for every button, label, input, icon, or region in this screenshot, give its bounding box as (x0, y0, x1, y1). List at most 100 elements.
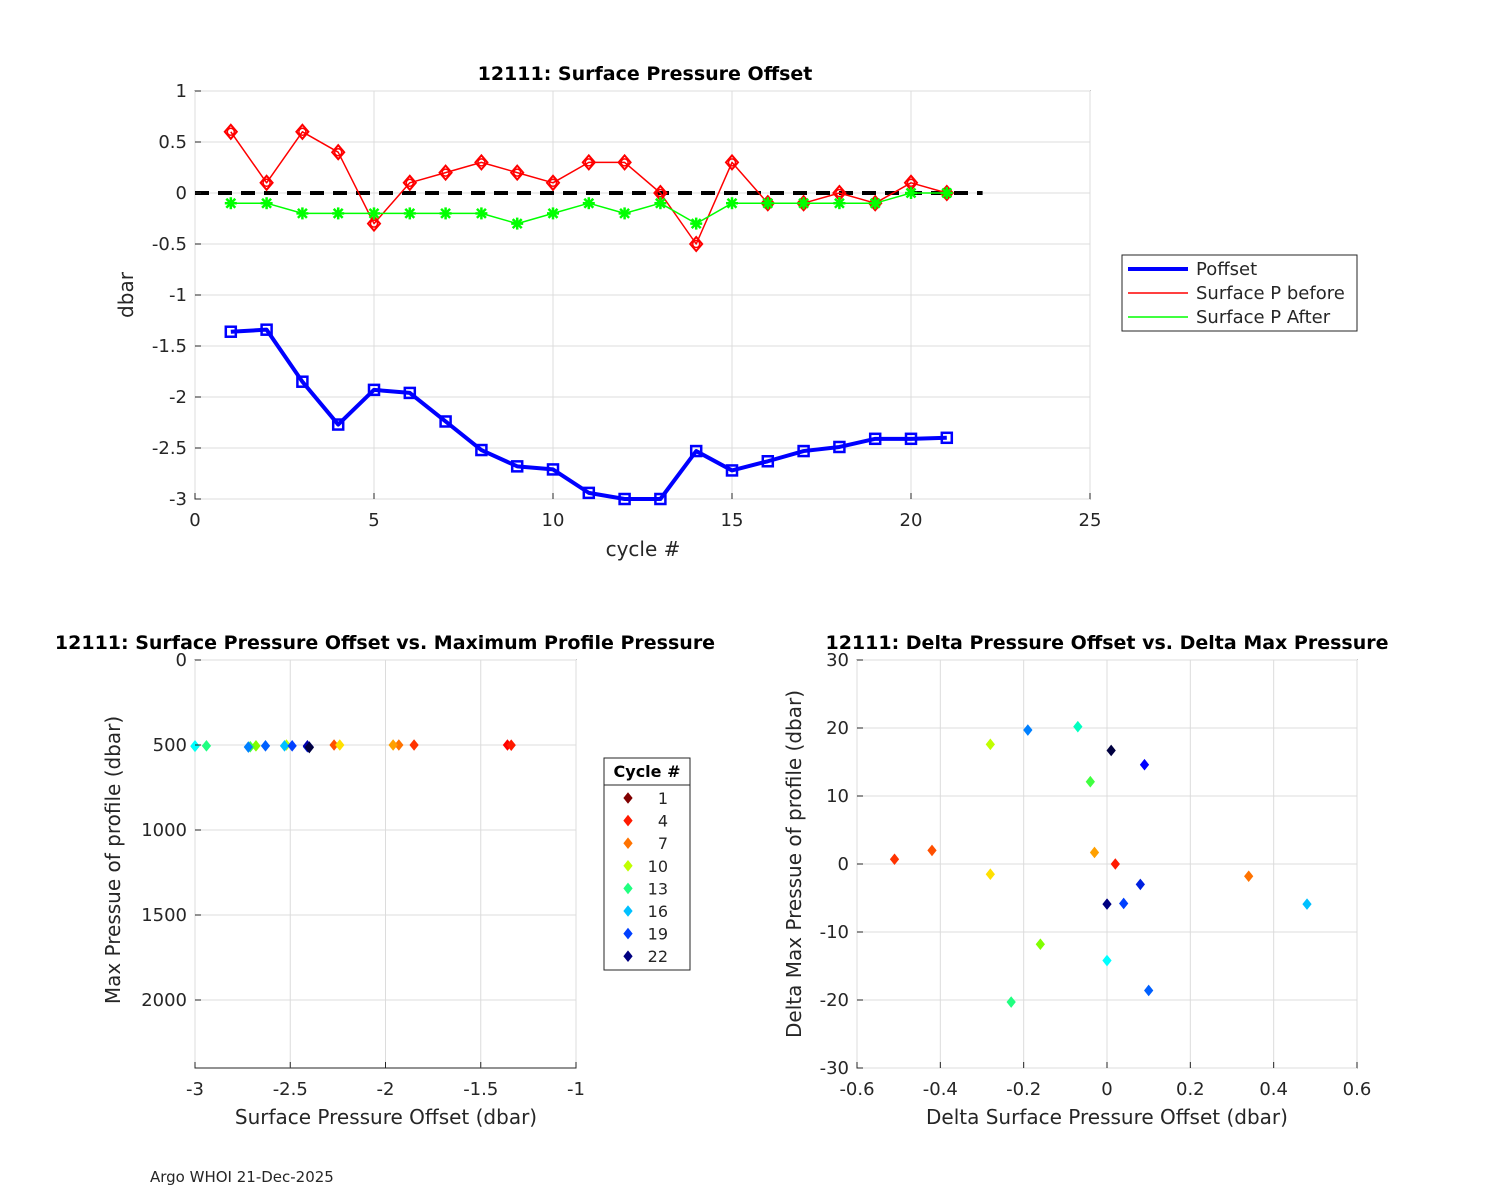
x-tick-label: -1.5 (463, 1079, 498, 1100)
star-stroke (905, 187, 917, 199)
surface-p-before-marker (509, 164, 525, 182)
poffset-marker (761, 455, 775, 468)
scatter-point (1119, 897, 1129, 910)
poffset-marker (260, 323, 273, 336)
chart1-ylabel: dbar (114, 271, 138, 318)
legend-label-cycle-4: 4 (658, 812, 668, 831)
surface-p-before-marker-inner (262, 178, 271, 188)
poffset-marker (331, 418, 345, 431)
y-tick-label: -10 (820, 922, 849, 943)
x-tick-label: 5 (368, 510, 379, 531)
y-tick-label: -2 (169, 387, 187, 408)
x-tick-label: -3 (186, 1079, 204, 1100)
chart1-legend: Poffset Surface P before Surface P After (1121, 254, 1358, 332)
surface-p-before-marker (402, 174, 418, 192)
scatter-point (1302, 898, 1312, 910)
star-stroke (297, 208, 308, 219)
scatter-point (1135, 878, 1145, 891)
chart2-xlabel: Surface Pressure Offset (dbar) (235, 1105, 537, 1129)
chart2-ticks: -3 -2.5 -2 -1.5 -1 0 500 1000 1500 2000 (141, 650, 585, 1100)
scatter-point (190, 740, 200, 752)
poffset-marker (367, 383, 381, 397)
surface-p-after-marker (296, 207, 309, 220)
star-stroke (655, 197, 666, 209)
poffset-marker (904, 432, 918, 446)
legend-marker-cycle-16 (623, 905, 633, 917)
surface-p-before-marker (330, 143, 346, 161)
surface-p-before-marker (617, 153, 632, 171)
chart3-points (889, 720, 1312, 1008)
chart2-points (190, 739, 516, 754)
legend-marker-cycle-19 (623, 927, 633, 940)
star-stroke (476, 208, 487, 219)
scatter-point (889, 853, 900, 866)
y-tick-label: 1 (176, 81, 187, 102)
y-tick-label: -1.5 (152, 336, 187, 357)
chart3-ylabel: Delta Max Pressue of profile (dbar) (782, 690, 806, 1038)
poffset-marker (546, 463, 560, 476)
surface-p-after-marker (940, 187, 953, 199)
poffset-marker (654, 492, 667, 506)
scatter-point (287, 740, 297, 752)
chart3-xlabel: Delta Surface Pressure Offset (dbar) (926, 1105, 1288, 1129)
star-stroke (834, 197, 845, 209)
y-tick-label: 0 (176, 650, 187, 671)
surface-p-before-marker-inner (333, 147, 343, 157)
x-tick-label: 25 (1079, 510, 1102, 531)
x-tick-label: 0.6 (1343, 1079, 1372, 1100)
surface-p-after-marker (475, 207, 488, 220)
x-tick-label: 15 (721, 510, 744, 531)
surface-p-after-marker (403, 207, 416, 220)
star-stroke (404, 208, 416, 219)
surface-p-after-marker (260, 197, 273, 210)
chart2-legend: Cycle # 1 4 7 10 13 16 19 22 (603, 757, 691, 971)
poffset-marker (689, 444, 703, 458)
star-stroke (225, 197, 237, 209)
scatter-point (1006, 996, 1016, 1008)
surface-p-after-marker (511, 217, 524, 230)
scatter-point (201, 740, 212, 752)
star-stroke (261, 197, 272, 209)
star-stroke (583, 197, 595, 209)
x-tick-label: 0 (189, 510, 200, 531)
chart2-legend-items: 1 4 7 10 13 16 19 22 (623, 789, 668, 966)
star-stroke (511, 218, 523, 229)
poffset-marker (833, 440, 846, 454)
scatter-point (1023, 724, 1033, 736)
delta-offset-vs-delta-maxpressure-chart: -0.6 -0.4 -0.2 0 0.2 0.4 0.6 -30 -20 -10 0 10 20 30 1… (782, 632, 1389, 1129)
surface-p-after-marker (726, 197, 738, 210)
y-tick-label: -2.5 (152, 438, 187, 459)
chart1-title: 12111: Surface Pressure Offset (478, 63, 813, 85)
legend-label-cycle-16: 16 (648, 902, 668, 921)
surface-p-after-marker (797, 197, 810, 210)
legend-label-cycle-10: 10 (648, 857, 668, 876)
x-tick-label: -0.2 (1006, 1079, 1041, 1100)
surface-p-after-marker (690, 217, 703, 230)
y-tick-label: 0 (838, 854, 849, 875)
surface-p-before-marker-inner (656, 188, 665, 198)
scatter-point (335, 739, 345, 751)
scatter-point (985, 738, 995, 751)
surface-p-before-marker (581, 153, 597, 171)
x-tick-label: -1 (567, 1079, 585, 1100)
surface-p-after-marker (547, 207, 559, 220)
scatter-point (1102, 898, 1112, 910)
surface-p-after-marker (905, 187, 917, 199)
x-tick-label: -2 (377, 1079, 395, 1100)
chart3-ticks: -0.6 -0.4 -0.2 0 0.2 0.4 0.6 -30 -20 -10 0 10 20 30 (820, 650, 1372, 1100)
chart2-legend-title: Cycle # (614, 762, 681, 781)
scatter-point (388, 739, 398, 751)
star-stroke (941, 187, 953, 199)
y-tick-label: 1500 (141, 905, 187, 926)
scatter-point (260, 740, 271, 752)
series-line-surface-p-before (230, 131, 948, 245)
poffset-marker (510, 460, 524, 473)
star-stroke (798, 197, 809, 209)
y-tick-label: 30 (826, 650, 849, 671)
star-stroke (869, 197, 881, 209)
scatter-point (1106, 744, 1116, 757)
legend-marker-cycle-13 (623, 882, 633, 895)
y-tick-label: 20 (826, 718, 849, 739)
x-tick-label: 10 (542, 510, 565, 531)
y-tick-label: 500 (153, 735, 187, 756)
